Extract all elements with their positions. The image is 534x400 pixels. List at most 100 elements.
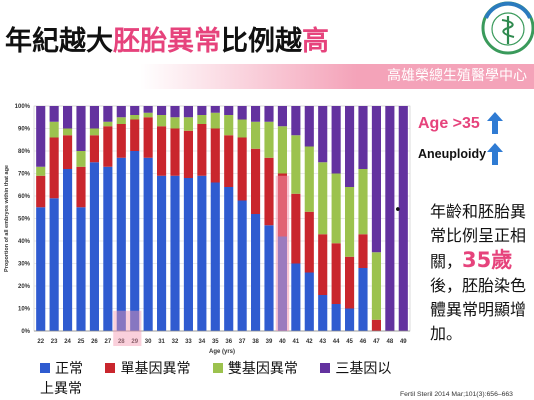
bar-segment-age-37-series-2	[237, 119, 247, 138]
bar-segment-age-27-series-1	[103, 126, 113, 167]
bar-segment-age-23-series-3	[49, 106, 59, 122]
bar-segment-age-25-series-0	[76, 207, 86, 331]
title-highlight-2: 高	[302, 26, 329, 57]
x-tick-label: 46	[360, 339, 367, 345]
bar-segment-age-46-series-0	[358, 268, 368, 331]
bar-segment-age-35-series-3	[210, 106, 220, 113]
bar-segment-age-31-series-3	[157, 106, 167, 115]
page-title: 年紀越大胚胎異常比例越高	[5, 24, 329, 60]
bar-segment-age-46-series-1	[358, 234, 368, 268]
bar-segment-age-43-series-2	[318, 162, 328, 235]
x-tick-label: 42	[306, 339, 313, 345]
bar-segment-age-33-series-0	[183, 178, 193, 331]
bar-segment-age-49-series-3	[398, 106, 408, 331]
x-tick-label: 37	[239, 339, 246, 345]
bar-segment-age-22-series-1	[36, 175, 46, 208]
bar-segment-age-39-series-3	[264, 106, 274, 122]
bar-segment-age-39-series-2	[264, 121, 274, 158]
bar-segment-age-40-series-3	[277, 106, 287, 127]
bar-segment-age-36-series-2	[224, 115, 234, 136]
x-tick-label: 28	[118, 339, 125, 345]
title-highlight-1: 胚胎異常	[113, 26, 221, 57]
bar-segment-age-41-series-2	[291, 135, 301, 194]
bar-segment-age-33-series-2	[183, 117, 193, 131]
bar-segment-age-43-series-3	[318, 106, 328, 163]
x-tick-label: 30	[145, 339, 152, 345]
bar-segment-age-45-series-0	[345, 308, 355, 331]
y-tick-label: 50%	[18, 217, 31, 223]
y-tick-label: 30%	[18, 262, 31, 268]
x-tick-label: 41	[293, 339, 300, 345]
bar-segment-age-44-series-3	[331, 106, 341, 174]
bar-segment-age-45-series-1	[345, 256, 355, 309]
bar-segment-age-45-series-2	[345, 187, 355, 257]
legend-item-triple: 三基因以上異常	[40, 361, 391, 397]
banner-band	[140, 64, 534, 89]
arrow-up-shape	[487, 112, 503, 134]
bar-segment-age-44-series-2	[331, 173, 341, 244]
bar-segment-age-26-series-1	[89, 135, 99, 163]
bar-segment-age-31-series-2	[157, 115, 167, 127]
bar-segment-age-38-series-1	[251, 148, 261, 214]
x-tick-label: 33	[185, 339, 192, 345]
x-tick-label: 32	[172, 339, 179, 345]
bar-segment-age-26-series-0	[89, 162, 99, 331]
legend-swatch	[212, 363, 223, 373]
bar-segment-age-32-series-0	[170, 175, 180, 331]
y-tick-label: 80%	[18, 149, 31, 155]
note-highlight: 35歲	[462, 248, 513, 272]
bar-segment-age-31-series-1	[157, 126, 167, 176]
logo-top-arc	[484, 1, 532, 19]
x-tick-label: 47	[373, 339, 380, 345]
x-tick-label: 25	[78, 339, 85, 345]
bar-segment-age-37-series-3	[237, 106, 247, 120]
bar-segment-age-34-series-2	[197, 115, 207, 124]
bar-segment-age-25-series-1	[76, 166, 86, 208]
bar-segment-age-22-series-2	[36, 166, 46, 176]
x-tick-label: 36	[225, 339, 232, 345]
bar-segment-age-42-series-3	[304, 106, 314, 147]
legend-label: 雙基因異常	[227, 361, 298, 377]
highlight-age-28-29	[113, 310, 142, 346]
bar-segment-age-37-series-1	[237, 137, 247, 201]
note-text-before: 年齡和胚胎異常比例呈正相關，	[430, 202, 527, 271]
bar-segment-age-32-series-1	[170, 128, 180, 176]
legend-label: 三基因以上異常	[40, 361, 392, 397]
title-part-3: 比例越	[221, 26, 302, 57]
legend-label: 單基因異常	[120, 361, 191, 377]
x-tick-label: 23	[51, 339, 58, 345]
bar-segment-age-30-series-3	[143, 106, 153, 113]
bar-segment-age-29-series-3	[130, 106, 140, 115]
x-tick-label: 49	[400, 339, 407, 345]
bar-segment-age-28-series-2	[116, 117, 126, 124]
bar-segment-age-35-series-1	[210, 128, 220, 183]
stacked-bar-chart: 0% 10% 20% 30% 40% 50% 60% 70% 80% 90% 100% 22 23 24 2…	[4, 104, 411, 355]
bar-segment-age-36-series-3	[224, 106, 234, 115]
bar-segment-age-46-series-3	[358, 106, 368, 169]
bar-segment-age-32-series-2	[170, 117, 180, 129]
legend-swatch	[320, 363, 331, 373]
x-tick-label: 29	[131, 339, 138, 345]
bar-segment-age-41-series-0	[291, 263, 301, 331]
bar-segment-age-38-series-3	[251, 106, 261, 122]
bar-segment-age-39-series-1	[264, 157, 274, 226]
aneuploidy-label: Aneuploidy	[418, 147, 487, 161]
x-tick-label: 22	[37, 339, 44, 345]
y-tick-label: 40%	[18, 239, 31, 245]
x-tick-label: 35	[212, 339, 219, 345]
bar-segment-age-41-series-3	[291, 106, 301, 136]
bar-segment-age-26-series-2	[89, 128, 99, 136]
age-over-35-label: Age >35	[418, 115, 480, 132]
bar-segment-age-47-series-1	[371, 319, 381, 331]
bar-segment-age-25-series-3	[76, 106, 86, 151]
legend-swatch	[105, 363, 116, 373]
bar-segment-age-45-series-3	[345, 106, 355, 187]
bar-segment-age-48-series-3	[385, 106, 395, 331]
y-tick-label: 0%	[21, 329, 30, 335]
bar-segment-age-24-series-2	[63, 128, 73, 136]
x-tick-label: 38	[252, 339, 259, 345]
bar-segment-age-24-series-1	[63, 135, 73, 169]
x-tick-label: 26	[91, 339, 98, 345]
x-tick-label: 24	[64, 339, 71, 345]
x-tick-label: 34	[199, 339, 206, 345]
